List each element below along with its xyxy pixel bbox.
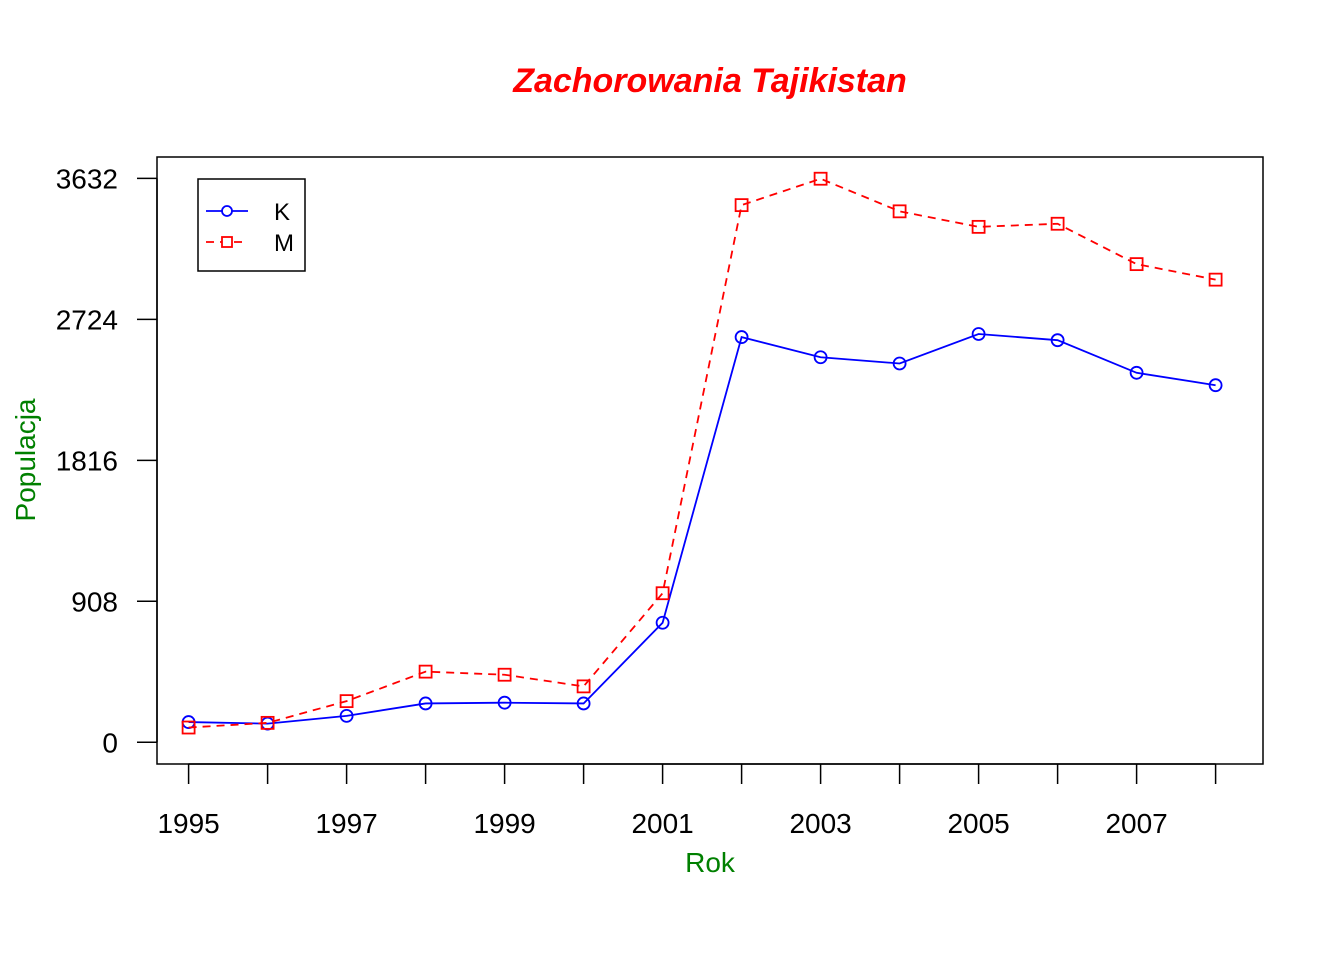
series-line xyxy=(188,333,1216,725)
data-point xyxy=(655,615,670,630)
data-point xyxy=(1208,378,1223,393)
data-point xyxy=(497,667,512,682)
legend-label: M xyxy=(274,230,294,257)
y-tick-label: 0 xyxy=(102,727,118,758)
data-point xyxy=(971,219,986,234)
data-point xyxy=(576,679,591,694)
data-point xyxy=(734,330,749,344)
data-point xyxy=(181,720,196,735)
legend-marker xyxy=(221,205,233,217)
data-point xyxy=(339,708,354,723)
data-point xyxy=(260,715,275,730)
data-point xyxy=(339,694,354,709)
data-point xyxy=(1129,257,1144,272)
data-point xyxy=(892,204,907,219)
data-point xyxy=(655,586,670,601)
legend: KM xyxy=(197,178,306,272)
data-point xyxy=(1208,272,1223,287)
series-layer xyxy=(181,171,1223,735)
x-axis-label: Rok xyxy=(685,847,736,878)
x-axis: 1995 1997 1999 2001 2003 2005 2007 xyxy=(157,763,1217,839)
data-point xyxy=(813,171,828,186)
series-line xyxy=(188,177,1216,729)
x-tick-label: 2005 xyxy=(947,808,1009,839)
data-point xyxy=(1050,333,1065,348)
x-tick-label: 2007 xyxy=(1105,808,1167,839)
series-K xyxy=(181,327,1223,731)
data-point xyxy=(418,696,433,711)
plot-frame xyxy=(156,156,1264,765)
data-point xyxy=(734,198,749,213)
x-tick-label: 1995 xyxy=(157,808,219,839)
y-tick-label: 3632 xyxy=(56,163,118,194)
y-axis: 0 908 1816 2724 3632 xyxy=(56,163,158,758)
x-tick-label: 2003 xyxy=(789,808,851,839)
y-tick-label: 908 xyxy=(71,586,118,617)
data-point xyxy=(813,350,828,365)
legend-marker xyxy=(221,236,233,248)
data-point xyxy=(497,695,512,710)
legend-label: K xyxy=(274,199,290,226)
legend-box xyxy=(197,178,306,272)
data-point xyxy=(576,696,591,711)
x-tick-label: 1999 xyxy=(473,808,535,839)
data-point xyxy=(971,327,986,341)
chart-title: Zachorowania Tajikistan xyxy=(512,62,907,100)
x-tick-label: 1997 xyxy=(315,808,377,839)
data-point xyxy=(1129,365,1144,380)
data-point xyxy=(1050,216,1065,231)
y-tick-label: 2724 xyxy=(56,304,118,335)
data-point xyxy=(418,664,433,679)
x-tick-label: 2001 xyxy=(631,808,693,839)
y-axis-label: Populacja xyxy=(10,398,41,521)
y-tick-label: 1816 xyxy=(56,445,118,476)
series-M xyxy=(181,171,1223,735)
data-point xyxy=(892,356,907,371)
